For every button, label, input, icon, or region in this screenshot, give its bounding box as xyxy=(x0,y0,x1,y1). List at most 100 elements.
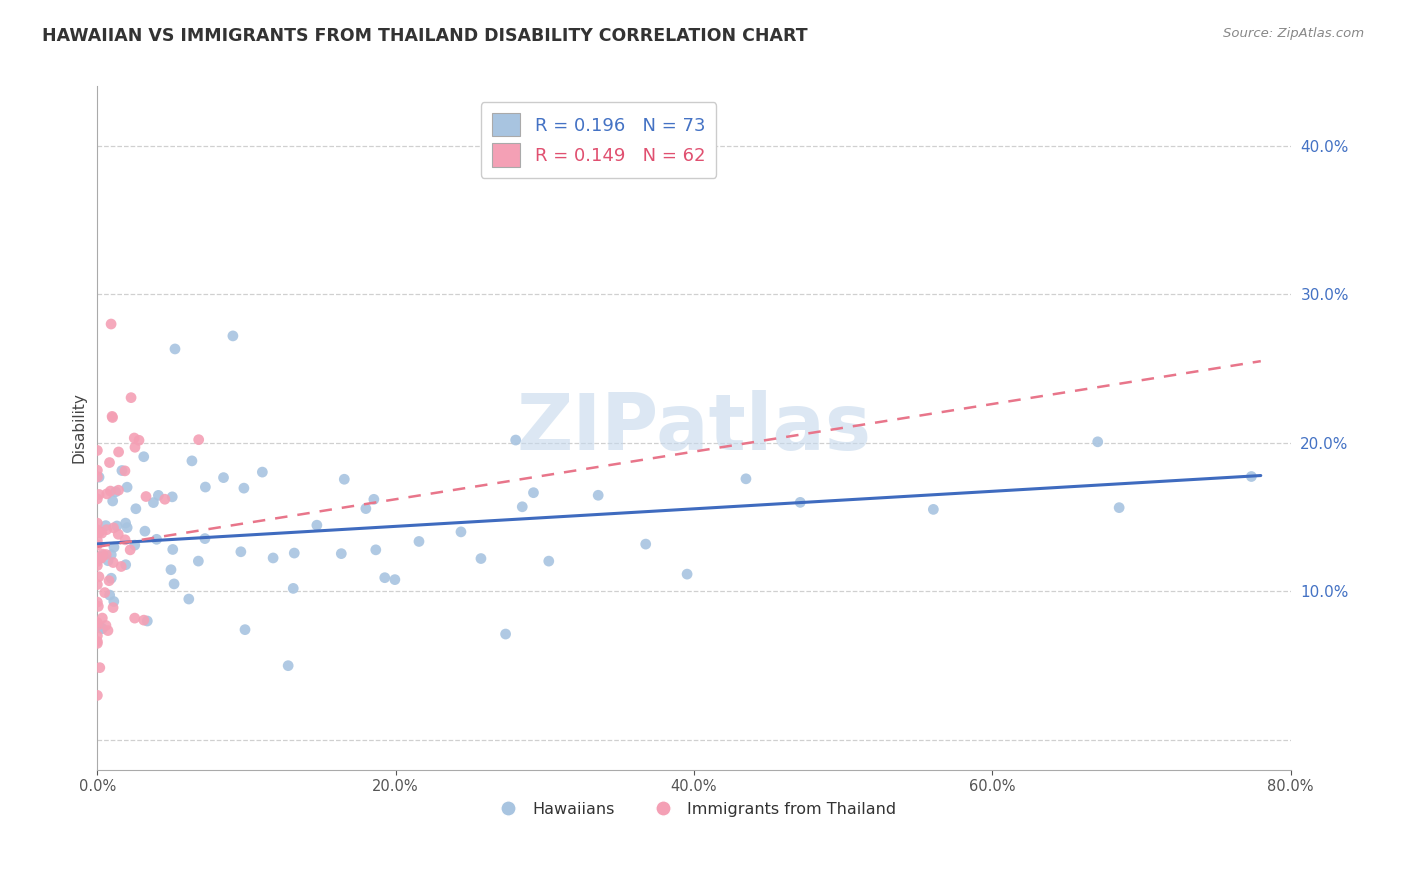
Point xyxy=(333,472,356,486)
Point xyxy=(87,551,110,566)
Point xyxy=(96,523,118,537)
Point xyxy=(86,470,108,484)
Point xyxy=(98,456,121,470)
Point xyxy=(115,480,138,494)
Point xyxy=(125,501,148,516)
Point xyxy=(100,571,122,585)
Point xyxy=(87,487,110,501)
Point xyxy=(91,622,114,636)
Point xyxy=(408,534,430,549)
Point xyxy=(91,611,114,625)
Point xyxy=(187,554,209,568)
Point xyxy=(132,450,155,464)
Point xyxy=(384,573,406,587)
Point xyxy=(86,533,108,548)
Point xyxy=(86,491,108,506)
Point xyxy=(122,431,145,445)
Point xyxy=(94,518,117,533)
Point xyxy=(229,545,252,559)
Point xyxy=(124,538,146,552)
Point xyxy=(510,500,533,514)
Point xyxy=(100,484,122,499)
Point xyxy=(103,540,125,554)
Point xyxy=(233,623,256,637)
Point xyxy=(187,433,209,447)
Point xyxy=(735,472,758,486)
Point xyxy=(676,567,699,582)
Point xyxy=(142,495,165,509)
Point xyxy=(86,516,108,530)
Point xyxy=(153,492,176,507)
Point xyxy=(363,492,385,507)
Point xyxy=(86,634,108,648)
Point xyxy=(505,433,527,447)
Point xyxy=(364,542,387,557)
Point xyxy=(470,551,492,566)
Point xyxy=(110,559,132,574)
Point xyxy=(114,558,136,572)
Point xyxy=(100,317,122,331)
Point xyxy=(163,342,186,356)
Y-axis label: Disability: Disability xyxy=(72,392,86,464)
Point xyxy=(634,537,657,551)
Point xyxy=(124,440,146,454)
Point xyxy=(86,554,108,568)
Point xyxy=(232,481,254,495)
Point xyxy=(86,615,108,630)
Point xyxy=(86,595,108,609)
Point xyxy=(283,582,305,596)
Point xyxy=(1240,469,1263,483)
Point xyxy=(89,525,111,540)
Point xyxy=(177,592,200,607)
Point xyxy=(115,520,138,534)
Point xyxy=(86,629,108,643)
Point xyxy=(86,538,108,552)
Point xyxy=(87,570,110,584)
Point xyxy=(90,621,112,635)
Point xyxy=(163,577,186,591)
Point xyxy=(450,524,472,539)
Point xyxy=(86,689,108,703)
Point xyxy=(922,502,945,516)
Point xyxy=(330,547,353,561)
Point xyxy=(277,658,299,673)
Point xyxy=(160,563,183,577)
Point xyxy=(105,519,128,533)
Point xyxy=(194,532,217,546)
Point xyxy=(96,548,118,562)
Point xyxy=(94,618,117,632)
Point xyxy=(789,495,811,509)
Point xyxy=(128,434,150,448)
Point xyxy=(537,554,560,568)
Point xyxy=(107,483,129,498)
Point xyxy=(87,470,110,484)
Point xyxy=(93,585,115,599)
Point xyxy=(136,614,159,628)
Point xyxy=(162,542,184,557)
Point xyxy=(97,554,120,568)
Point xyxy=(194,480,217,494)
Point xyxy=(103,521,125,535)
Point xyxy=(114,516,136,530)
Point xyxy=(91,549,114,563)
Point xyxy=(104,484,127,499)
Point xyxy=(120,391,142,405)
Point xyxy=(495,627,517,641)
Point xyxy=(100,548,122,562)
Point xyxy=(132,613,155,627)
Point xyxy=(98,588,121,602)
Point xyxy=(98,574,121,588)
Point xyxy=(90,551,112,566)
Point xyxy=(86,463,108,477)
Point xyxy=(114,533,136,547)
Point xyxy=(222,329,245,343)
Point xyxy=(101,409,124,424)
Point xyxy=(586,488,609,502)
Text: ZIPatlas: ZIPatlas xyxy=(516,390,872,466)
Point xyxy=(101,410,124,425)
Point xyxy=(1087,434,1109,449)
Point xyxy=(101,494,124,508)
Point xyxy=(89,551,111,566)
Point xyxy=(86,558,108,573)
Point xyxy=(305,518,328,533)
